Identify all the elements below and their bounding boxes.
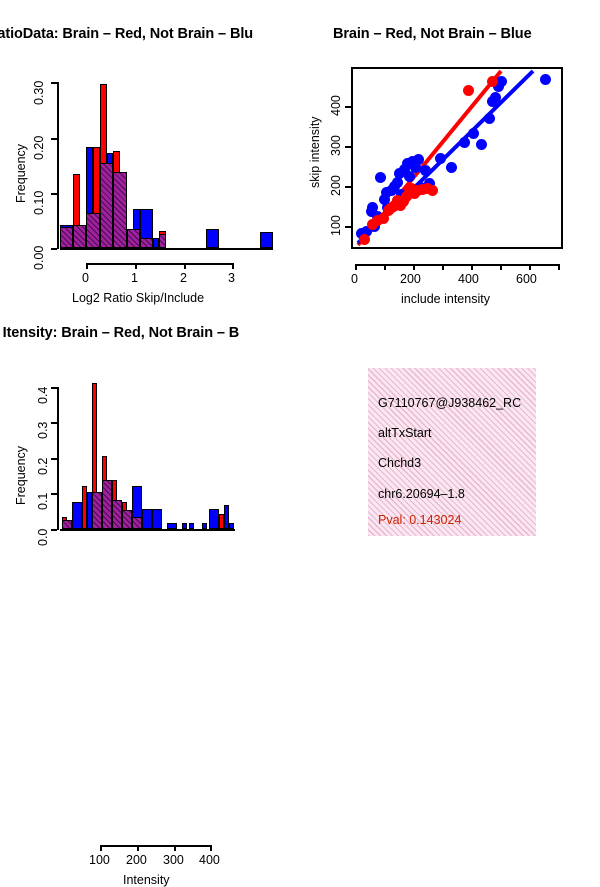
- ratio-histogram-xaxis: [86, 263, 234, 265]
- scatter-ylabel: skip intensity: [308, 116, 322, 188]
- intensity-xtick-100: 100: [89, 853, 110, 867]
- scatter-title: Brain – Red, Not Brain – Blue: [333, 26, 532, 42]
- ratio-histogram-bars: [60, 82, 273, 248]
- ratio-histogram-xlabel: Log2 Ratio Skip/Include: [72, 291, 205, 305]
- intensity-ytick-2: 0.2: [36, 457, 50, 475]
- intensity-histogram-ylabel: Frequency: [14, 445, 28, 505]
- intensity-ytick-1: 0.1: [36, 492, 50, 510]
- intensity-ytick-4: 0.4: [36, 386, 50, 404]
- scatter-xtick-200: 200: [400, 272, 421, 286]
- scatter-xtick-400: 400: [458, 272, 479, 286]
- scatter-points: [353, 69, 561, 247]
- intensity-histogram-yaxis: [57, 387, 59, 530]
- ratio-ytick-1: 0.10: [32, 190, 46, 215]
- scatter-ytick-300: 300: [329, 135, 343, 156]
- panel-info: G7110767@J938462_RC altTxStart Chchd3 ch…: [300, 310, 600, 600]
- ratio-xtick-0: 0: [82, 271, 89, 285]
- panel-scatter: Brain – Red, Not Brain – Blue skip inten…: [300, 18, 600, 310]
- info-gene-symbol: Chchd3: [378, 456, 422, 470]
- intensity-ytick-0: 0.0: [36, 528, 50, 546]
- info-box: [368, 368, 536, 536]
- intensity-histogram-xaxis: [100, 845, 211, 847]
- intensity-histogram-baseline: [60, 529, 235, 531]
- info-event-type: altTxStart: [378, 426, 432, 440]
- intensity-xtick-300: 300: [163, 853, 184, 867]
- intensity-ytick-3: 0.3: [36, 421, 50, 439]
- ratio-xtick-1: 1: [131, 271, 138, 285]
- ratio-histogram-baseline: [60, 248, 273, 250]
- intensity-xtick-400: 400: [199, 853, 220, 867]
- scatter-xtick-600: 600: [516, 272, 537, 286]
- panel-intensity-histogram: ne Itensity: Brain – Red, Not Brain – B …: [0, 310, 300, 887]
- scatter-ytick-200: 200: [329, 175, 343, 196]
- ratio-histogram-yaxis: [57, 82, 59, 249]
- panel-ratio-histogram: RatioData: Brain – Red, Not Brain – Blu …: [0, 18, 300, 310]
- ratio-ytick-3: 0.30: [32, 80, 46, 105]
- intensity-histogram-title: ne Itensity: Brain – Red, Not Brain – B: [0, 325, 240, 341]
- scatter-plot-frame: [351, 67, 563, 249]
- ratio-histogram-title: RatioData: Brain – Red, Not Brain – Blu: [0, 26, 253, 42]
- scatter-ytick-400: 400: [329, 95, 343, 116]
- ratio-xtick-3: 3: [228, 271, 235, 285]
- intensity-histogram-xlabel: Intensity: [123, 873, 170, 887]
- intensity-xtick-200: 200: [126, 853, 147, 867]
- scatter-ytick-100: 100: [329, 215, 343, 236]
- ratio-ytick-2: 0.20: [32, 135, 46, 160]
- plot-canvas: RatioData: Brain – Red, Not Brain – Blu …: [0, 18, 600, 887]
- ratio-ytick-0: 0.00: [32, 245, 46, 270]
- info-box-right-clip: [536, 360, 600, 550]
- scatter-xtick-0: 0: [351, 272, 358, 286]
- ratio-xtick-2: 2: [180, 271, 187, 285]
- scatter-xaxis: [355, 264, 560, 266]
- scatter-xlabel: include intensity: [401, 292, 490, 306]
- info-locus: chr6.20694–1.8: [378, 487, 465, 501]
- intensity-histogram-bars: [62, 379, 234, 529]
- ratio-histogram-ylabel: Frequency: [14, 143, 28, 203]
- info-pvalue: Pval: 0.143024: [378, 513, 462, 527]
- info-probe-id: G7110767@J938462_RC: [378, 396, 522, 410]
